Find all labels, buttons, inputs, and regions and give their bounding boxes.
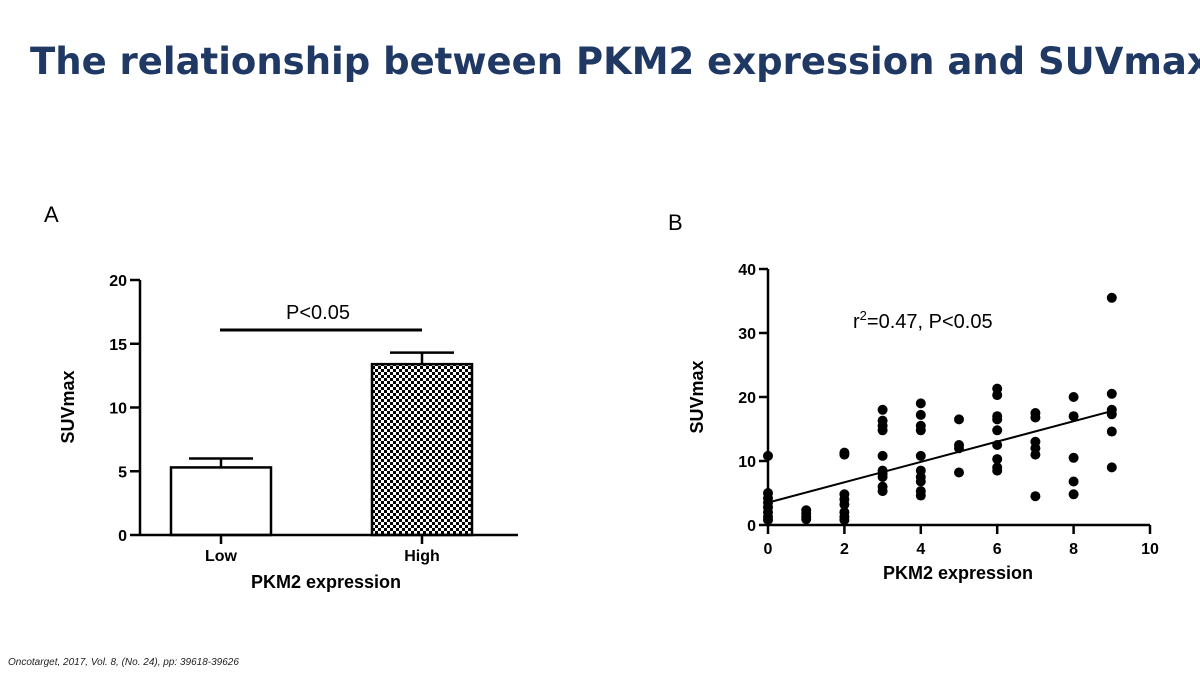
- y-tick-label: 0: [118, 528, 127, 545]
- scatter-point: [1106, 409, 1117, 420]
- scatter-point: [992, 425, 1003, 436]
- y-tick-label: 20: [109, 273, 127, 290]
- scatter-point: [1106, 292, 1117, 303]
- scatter-point: [1030, 412, 1041, 423]
- regression-line: [767, 410, 1113, 504]
- scatter-point: [877, 404, 888, 415]
- scatter-point: [992, 440, 1003, 450]
- y-tick-label: 10: [738, 454, 756, 471]
- panel-letter-a: A: [44, 202, 59, 227]
- scatter-point: [1068, 411, 1079, 422]
- y-tick-label: 10: [109, 401, 127, 418]
- scatter-point: [992, 414, 1003, 425]
- correlation-annotation: r2=0.47, P<0.05: [853, 308, 993, 333]
- scatter-point: [839, 514, 850, 525]
- scatter-point: [877, 472, 888, 482]
- scatter-point: [954, 443, 964, 454]
- slide-title: The relationship between PKM2 expression…: [30, 40, 1200, 83]
- y-tick-label: 15: [109, 337, 127, 354]
- x-tick-label: 2: [840, 541, 849, 558]
- scatter-point: [877, 486, 888, 497]
- significance-label: P<0.05: [286, 302, 350, 324]
- scatter-point: [1068, 392, 1079, 402]
- scatter-point: [954, 414, 964, 425]
- x-axis-title: PKM2 expression: [251, 572, 401, 592]
- scatter-point: [801, 514, 812, 525]
- x-tick-label-low: Low: [205, 548, 238, 565]
- bar-low: [169, 466, 273, 537]
- scatter-point: [1106, 462, 1117, 473]
- x-axis-title: PKM2 expression: [883, 563, 1033, 583]
- scatter-point: [992, 454, 1003, 465]
- x-tick-label: 10: [1141, 541, 1159, 558]
- y-tick-label: 5: [118, 464, 127, 481]
- chart-panel-b: B 0 10 20 30 40 0 2 4 6 8 10 r2=0.47, P<0.05 SUVma…: [668, 210, 1159, 583]
- scatter-point: [915, 398, 926, 409]
- chart-panel-a: A 0 5 10 15 20 Low High P<0.05 SUVmax PKM2 exp…: [44, 202, 518, 592]
- x-tick-label: 8: [1069, 541, 1078, 558]
- bar-high: [370, 362, 474, 537]
- scatter-point: [915, 476, 926, 487]
- scatter-point: [1030, 449, 1041, 460]
- y-tick-label: 20: [738, 390, 756, 407]
- x-tick-label-high: High: [404, 548, 440, 565]
- scatter-point: [839, 499, 850, 510]
- citation: Oncotarget, 2017, Vol. 8, (No. 24), pp: …: [8, 657, 239, 668]
- scatter-point: [877, 450, 888, 461]
- scatter-point: [1068, 489, 1079, 500]
- panel-letter-b: B: [668, 210, 683, 235]
- scatter-point: [763, 450, 773, 461]
- y-tick-label: 40: [738, 262, 756, 279]
- scatter-point: [954, 467, 964, 478]
- scatter-point: [992, 390, 1003, 401]
- x-tick-label: 4: [916, 541, 925, 558]
- scatter-point: [992, 465, 1003, 476]
- scatter-point: [763, 514, 773, 525]
- x-tick-label: 6: [993, 541, 1002, 558]
- scatter-point: [877, 425, 888, 436]
- y-axis-title: SUVmax: [58, 370, 78, 443]
- scatter-point: [1030, 491, 1041, 502]
- scatter-point: [915, 450, 926, 461]
- scatter-point: [1106, 426, 1117, 437]
- y-tick-label: 0: [747, 518, 756, 535]
- scatter-point: [915, 490, 926, 501]
- scatter-point: [915, 425, 926, 436]
- scatter-point: [1068, 452, 1079, 463]
- y-tick-label: 30: [738, 326, 756, 343]
- y-axis-title: SUVmax: [687, 360, 707, 433]
- scatter-point: [1068, 476, 1079, 487]
- scatter-point: [839, 449, 850, 460]
- scatter-point: [915, 409, 926, 420]
- x-tick-label: 0: [764, 541, 773, 558]
- scatter-point: [1106, 388, 1117, 399]
